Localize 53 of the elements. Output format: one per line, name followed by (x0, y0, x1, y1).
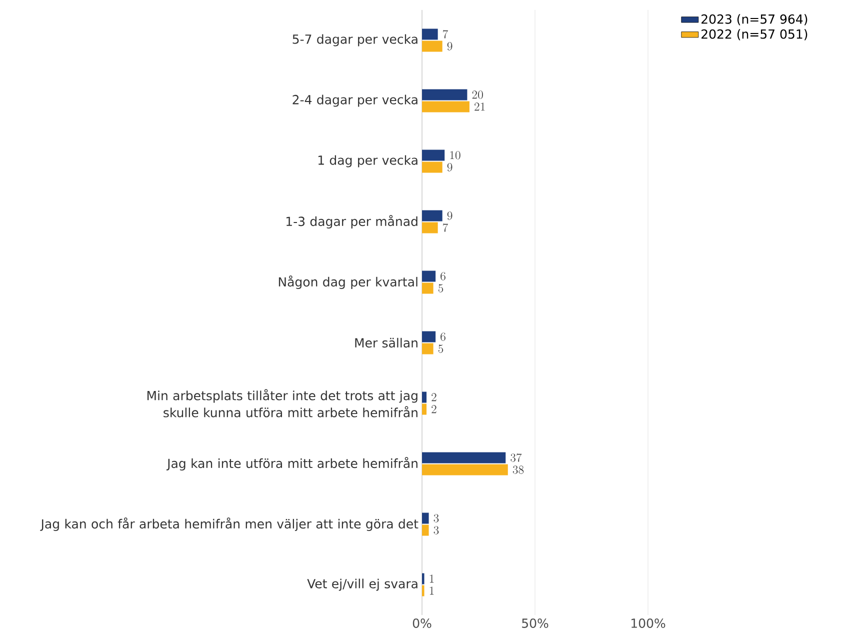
data-label: 38 (512, 466, 524, 474)
bar (422, 464, 508, 476)
legend-label: 2023 (n=57 964) (702, 14, 808, 26)
bar (422, 28, 438, 40)
data-label: 3 (434, 526, 439, 534)
data-label: 10 (450, 151, 460, 160)
data-label: 7 (442, 224, 448, 232)
bar (422, 40, 442, 52)
data-label: 1 (430, 586, 434, 595)
bar (422, 343, 434, 354)
y-tick-label: Vet ej/vill ej svara (307, 578, 418, 591)
y-tick-label: 5-7 dagar per vecka (292, 34, 418, 46)
data-label: 6 (440, 332, 446, 341)
data-label: 3 (434, 514, 439, 522)
data-label: 6 (440, 272, 446, 280)
y-tick-label: 1 dag per vecka (318, 155, 418, 168)
bar (422, 392, 427, 403)
y-tick-label: Mer sällan (355, 338, 418, 348)
data-label: 2 (432, 393, 436, 402)
data-label: 5 (438, 344, 444, 353)
data-label: 9 (447, 42, 452, 50)
x-tick-label: 0% (412, 618, 432, 628)
bar (422, 210, 442, 222)
bar (422, 452, 506, 464)
bar (422, 331, 436, 342)
data-label: 2 (432, 405, 436, 414)
y-tick-label: Någon dag per kvartal (278, 275, 418, 290)
bar (422, 282, 434, 294)
data-label: 5 (438, 284, 444, 292)
bar (422, 101, 470, 112)
bar (422, 222, 438, 234)
bar (422, 524, 429, 536)
bar (422, 512, 429, 524)
y-tick-label: 2-4 dagar per vecka (292, 94, 418, 107)
data-label: 9 (447, 212, 452, 220)
data-label: 1 (430, 574, 434, 583)
bar (422, 89, 468, 100)
y-tick-label: Jag kan inte utföra mitt arbete hemifrån (166, 456, 418, 471)
data-label: 9 (447, 163, 452, 172)
bar (422, 162, 442, 173)
x-tick-label: 50% (522, 618, 548, 628)
data-label: 20 (472, 90, 483, 99)
data-label: 37 (510, 454, 522, 462)
legend-label: 2022 (n=57 051) (702, 29, 808, 40)
x-tick-label: 100% (632, 618, 666, 628)
data-label: 7 (442, 30, 448, 38)
y-tick-label: Jag kan och får arbeta hemifrån men väljer att inte göra det (40, 517, 418, 532)
bar (422, 150, 445, 161)
data-label: 21 (474, 102, 485, 111)
y-tick-label: Min arbetsplats tillåter inte det trots att jag skulle kunna utföra mitt arbete hemifrån (147, 389, 418, 418)
y-tick-label: 1-3 dagar per månad (286, 214, 418, 229)
bar (422, 404, 427, 415)
bar (422, 270, 436, 282)
